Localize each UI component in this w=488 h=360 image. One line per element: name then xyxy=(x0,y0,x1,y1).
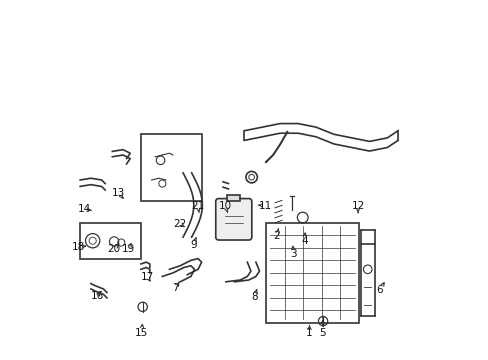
Text: 8: 8 xyxy=(250,292,257,302)
Text: 12: 12 xyxy=(351,201,364,211)
Text: 22: 22 xyxy=(173,219,186,229)
Bar xyxy=(141,134,201,202)
Text: 17: 17 xyxy=(141,272,154,282)
Text: 6: 6 xyxy=(375,285,382,295)
Text: 10: 10 xyxy=(219,201,232,211)
Text: 4: 4 xyxy=(301,237,307,247)
FancyBboxPatch shape xyxy=(215,199,251,240)
Text: 7: 7 xyxy=(172,283,179,293)
Text: 19: 19 xyxy=(122,244,135,253)
Text: 20: 20 xyxy=(107,244,121,253)
Text: 13: 13 xyxy=(112,188,125,198)
Bar xyxy=(80,223,141,258)
Text: 18: 18 xyxy=(72,242,85,252)
Bar xyxy=(227,195,240,202)
Text: 5: 5 xyxy=(318,328,325,338)
Text: 2: 2 xyxy=(273,231,280,241)
Text: 15: 15 xyxy=(135,328,148,338)
Text: 11: 11 xyxy=(258,201,271,211)
Text: 16: 16 xyxy=(90,291,104,301)
Text: 14: 14 xyxy=(78,204,91,214)
Bar xyxy=(265,223,358,323)
Text: 3: 3 xyxy=(290,249,297,259)
Text: 1: 1 xyxy=(305,328,312,338)
Text: 9: 9 xyxy=(190,240,196,250)
Text: 21: 21 xyxy=(191,201,204,211)
